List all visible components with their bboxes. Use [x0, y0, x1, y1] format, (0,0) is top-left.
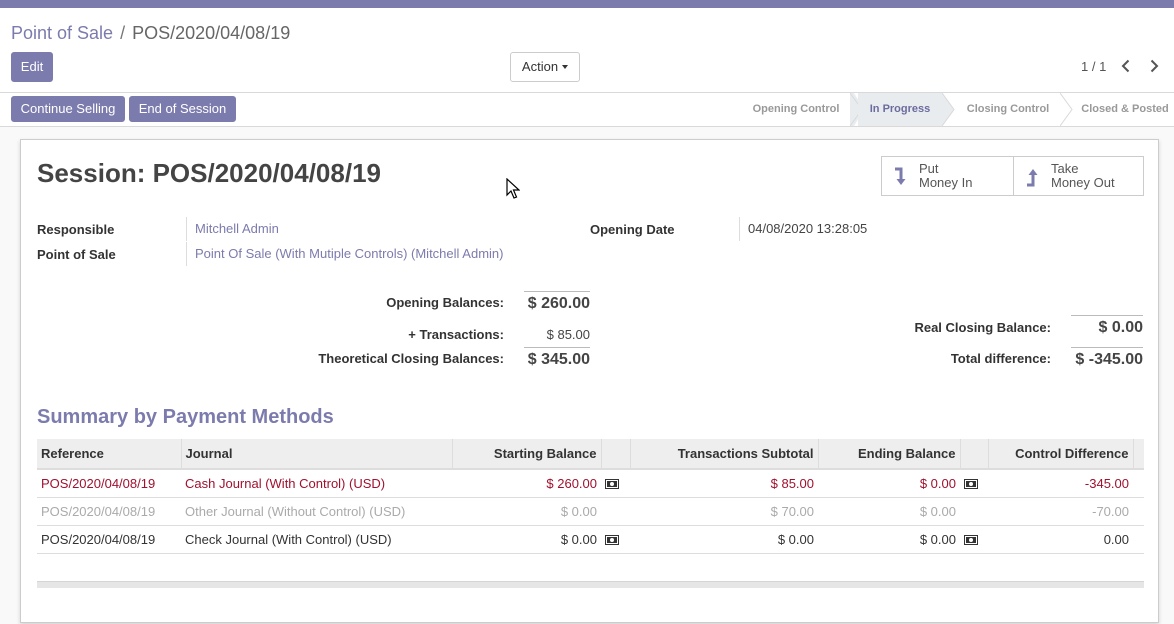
chevron-right-icon[interactable]: [1146, 58, 1162, 74]
cell-filler: [1133, 497, 1144, 526]
column-header-starting-balance[interactable]: Starting Balance: [452, 439, 602, 470]
responsible-label: Responsible: [37, 222, 115, 237]
stage-closing-control: Closing Control: [966, 103, 1050, 115]
cell-ending-control: [960, 469, 988, 498]
point-of-sale-label: Point of Sale: [37, 247, 116, 262]
breadcrumb-current: POS/2020/04/08/19: [132, 23, 291, 43]
cell-starting-control: [601, 525, 630, 554]
cell-control-difference: -345.00: [988, 469, 1133, 498]
stage-opening-control: Opening Control: [752, 103, 840, 115]
chevron-left-icon[interactable]: [1118, 58, 1134, 74]
table-row[interactable]: POS/2020/04/08/19 Check Journal (With Co…: [37, 525, 1144, 554]
cell-starting-control: [601, 469, 630, 498]
stage-closed-posted: Closed & Posted: [1081, 103, 1169, 115]
cell-ending-balance: $ 0.00: [818, 469, 960, 498]
cell-control-difference: 0.00: [988, 525, 1133, 554]
cash-icon[interactable]: [605, 535, 619, 546]
cell-journal: Check Journal (With Control) (USD): [181, 525, 452, 554]
form-sheet: Session: POS/2020/04/08/19 Put Money In T…: [20, 139, 1159, 623]
payment-methods-table: Reference Journal Starting Balance Trans…: [37, 439, 1144, 554]
stage-in-progress: In Progress: [858, 93, 942, 126]
take-money-out-button[interactable]: Take Money Out: [1013, 157, 1144, 195]
stage-indicator: Opening Control In Progress Closing Cont…: [740, 93, 1174, 126]
cell-transactions: $ 70.00: [630, 497, 818, 526]
opening-balances-label: Opening Balances:: [386, 295, 504, 310]
cell-reference: POS/2020/04/08/19: [37, 469, 181, 498]
cell-ending-control: [960, 525, 988, 554]
cell-transactions: $ 0.00: [630, 525, 818, 554]
cell-filler: [1133, 525, 1144, 554]
theoretical-closing-label: Theoretical Closing Balances:: [318, 351, 504, 366]
put-money-line1: Put: [919, 161, 939, 176]
column-header-starting-icon: [601, 439, 631, 470]
action-dropdown-button[interactable]: Action: [510, 52, 580, 82]
cell-reference: POS/2020/04/08/19: [37, 497, 181, 526]
real-closing-label: Real Closing Balance:: [914, 320, 1051, 335]
column-header-transactions-subtotal[interactable]: Transactions Subtotal: [630, 439, 819, 470]
session-title: Session: POS/2020/04/08/19: [37, 158, 381, 188]
cell-starting-balance: $ 0.00: [452, 525, 601, 554]
cell-starting-balance: $ 0.00: [452, 497, 601, 526]
table-header-row: Reference Journal Starting Balance Trans…: [37, 439, 1144, 470]
column-header-journal[interactable]: Journal: [181, 439, 453, 470]
transactions-value: $ 85.00: [546, 327, 590, 342]
cash-icon[interactable]: [964, 535, 978, 546]
cash-icon[interactable]: [605, 479, 619, 490]
cell-ending-control: [960, 497, 988, 526]
cell-ending-balance: $ 0.00: [818, 525, 960, 554]
cell-starting-control: [601, 497, 630, 526]
money-in-icon: [895, 167, 906, 185]
total-difference-value: $ -345.00: [1071, 347, 1143, 369]
table-row[interactable]: POS/2020/04/08/19 Other Journal (Without…: [37, 497, 1144, 526]
cell-control-difference: -70.00: [988, 497, 1133, 526]
continue-selling-button[interactable]: Continue Selling: [11, 96, 125, 122]
cell-transactions: $ 85.00: [630, 469, 818, 498]
caret-down-icon: [562, 64, 569, 69]
responsible-value[interactable]: Mitchell Admin: [186, 217, 279, 241]
cash-icon[interactable]: [964, 479, 978, 490]
breadcrumb-parent-link[interactable]: Point of Sale: [11, 23, 114, 43]
put-money-line2: Money In: [919, 175, 973, 190]
stage-divider: [942, 93, 955, 126]
end-of-session-button[interactable]: End of Session: [129, 96, 236, 122]
top-navbar: [0, 0, 1174, 8]
cell-starting-balance: $ 260.00: [452, 469, 601, 498]
transactions-label: + Transactions:: [408, 327, 504, 342]
money-out-icon: [1027, 169, 1038, 187]
take-money-line1: Take: [1051, 161, 1079, 176]
statusbar: Continue Selling End of Session Opening …: [0, 93, 1174, 127]
put-money-in-button[interactable]: Put Money In: [882, 157, 1013, 195]
cell-ending-balance: $ 0.00: [818, 497, 960, 526]
opening-balances-value: $ 260.00: [524, 291, 590, 313]
cell-reference: POS/2020/04/08/19: [37, 525, 181, 554]
control-panel: Point of Sale / POS/2020/04/08/19 Edit Act…: [0, 8, 1174, 93]
opening-date-label: Opening Date: [590, 222, 675, 237]
action-label: Action: [521, 59, 559, 74]
stage-divider: [1060, 93, 1073, 126]
point-of-sale-value[interactable]: Point Of Sale (With Mutiple Controls) (M…: [186, 242, 503, 266]
summary-title: Summary by Payment Methods: [37, 406, 334, 428]
column-header-control-difference[interactable]: Control Difference: [988, 439, 1134, 470]
column-header-ending-balance[interactable]: Ending Balance: [818, 439, 961, 470]
column-header-filler: [1133, 439, 1144, 470]
breadcrumb-separator: /: [120, 23, 126, 43]
cell-journal: Other Journal (Without Control) (USD): [181, 497, 452, 526]
cell-journal: Cash Journal (With Control) (USD): [181, 469, 452, 498]
take-money-line2: Money Out: [1051, 175, 1115, 190]
table-footer-bar: [37, 581, 1144, 588]
column-header-reference[interactable]: Reference: [37, 439, 182, 470]
opening-date-value: 04/08/2020 13:28:05: [739, 217, 867, 241]
table-row[interactable]: POS/2020/04/08/19 Cash Journal (With Con…: [37, 469, 1144, 498]
column-header-ending-icon: [960, 439, 989, 470]
total-difference-label: Total difference:: [950, 351, 1051, 366]
pager-value[interactable]: 1 / 1: [1081, 59, 1107, 74]
edit-button[interactable]: Edit: [11, 52, 53, 82]
breadcrumb: Point of Sale / POS/2020/04/08/19: [11, 23, 290, 44]
real-closing-value: $ 0.00: [1071, 315, 1143, 337]
theoretical-closing-value: $ 345.00: [524, 347, 590, 369]
cursor-icon: [506, 178, 520, 199]
smart-buttons-box: Put Money In Take Money Out: [881, 156, 1144, 196]
cell-filler: [1133, 469, 1144, 498]
